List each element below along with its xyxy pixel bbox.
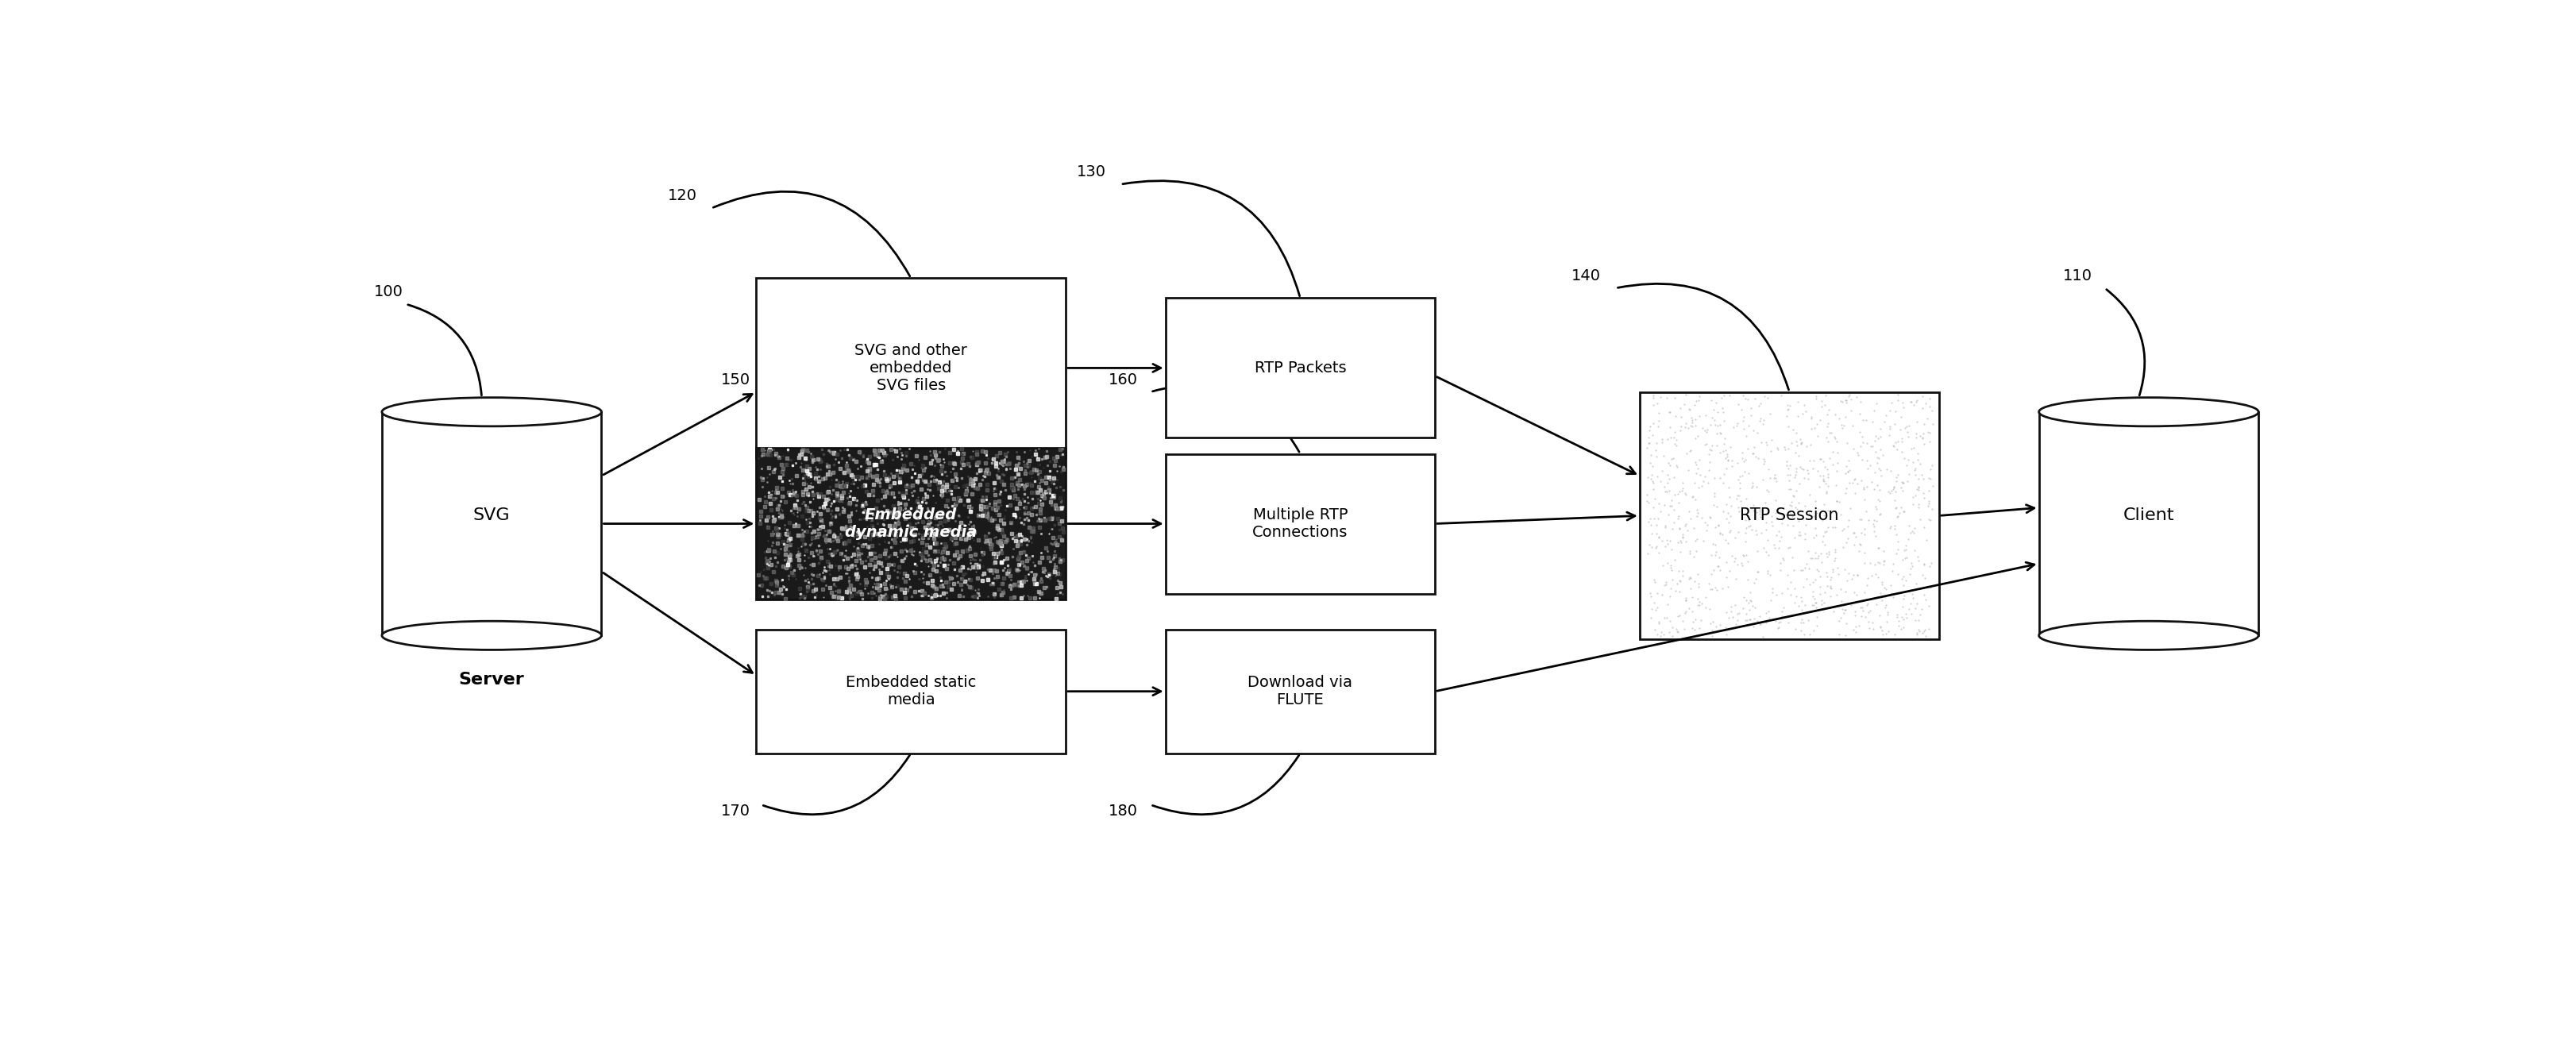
Bar bbox=[757, 629, 1066, 753]
Text: 120: 120 bbox=[667, 189, 696, 203]
Bar bbox=[757, 448, 1066, 599]
Text: 100: 100 bbox=[374, 284, 404, 300]
Ellipse shape bbox=[381, 397, 603, 426]
Text: 180: 180 bbox=[1108, 804, 1139, 818]
Ellipse shape bbox=[381, 621, 603, 650]
Text: Client: Client bbox=[2123, 508, 2174, 524]
Text: 160: 160 bbox=[1108, 372, 1139, 387]
Text: Server: Server bbox=[459, 671, 526, 688]
Text: Multiple RTP
Connections: Multiple RTP Connections bbox=[1252, 507, 1347, 540]
Bar bbox=[2040, 412, 2259, 636]
Bar bbox=[1641, 392, 1940, 640]
Text: RTP Packets: RTP Packets bbox=[1255, 361, 1347, 375]
Text: 170: 170 bbox=[721, 804, 750, 818]
Text: 150: 150 bbox=[721, 372, 750, 387]
Bar bbox=[757, 278, 1066, 457]
Text: Download via
FLUTE: Download via FLUTE bbox=[1247, 675, 1352, 707]
Text: RTP Session: RTP Session bbox=[1739, 508, 1839, 524]
Text: 140: 140 bbox=[1571, 269, 1602, 283]
Text: SVG and other
embedded
SVG files: SVG and other embedded SVG files bbox=[855, 343, 966, 393]
Bar bbox=[1164, 298, 1435, 438]
Ellipse shape bbox=[2040, 621, 2259, 650]
Text: Embedded
dynamic media: Embedded dynamic media bbox=[845, 507, 976, 540]
Bar bbox=[1164, 454, 1435, 593]
Bar bbox=[381, 412, 603, 636]
Bar bbox=[1164, 629, 1435, 753]
Text: 110: 110 bbox=[2063, 269, 2092, 283]
Ellipse shape bbox=[2040, 397, 2259, 426]
Text: Embedded static
media: Embedded static media bbox=[845, 675, 976, 707]
Text: SVG: SVG bbox=[474, 508, 510, 524]
Text: 130: 130 bbox=[1077, 165, 1105, 179]
